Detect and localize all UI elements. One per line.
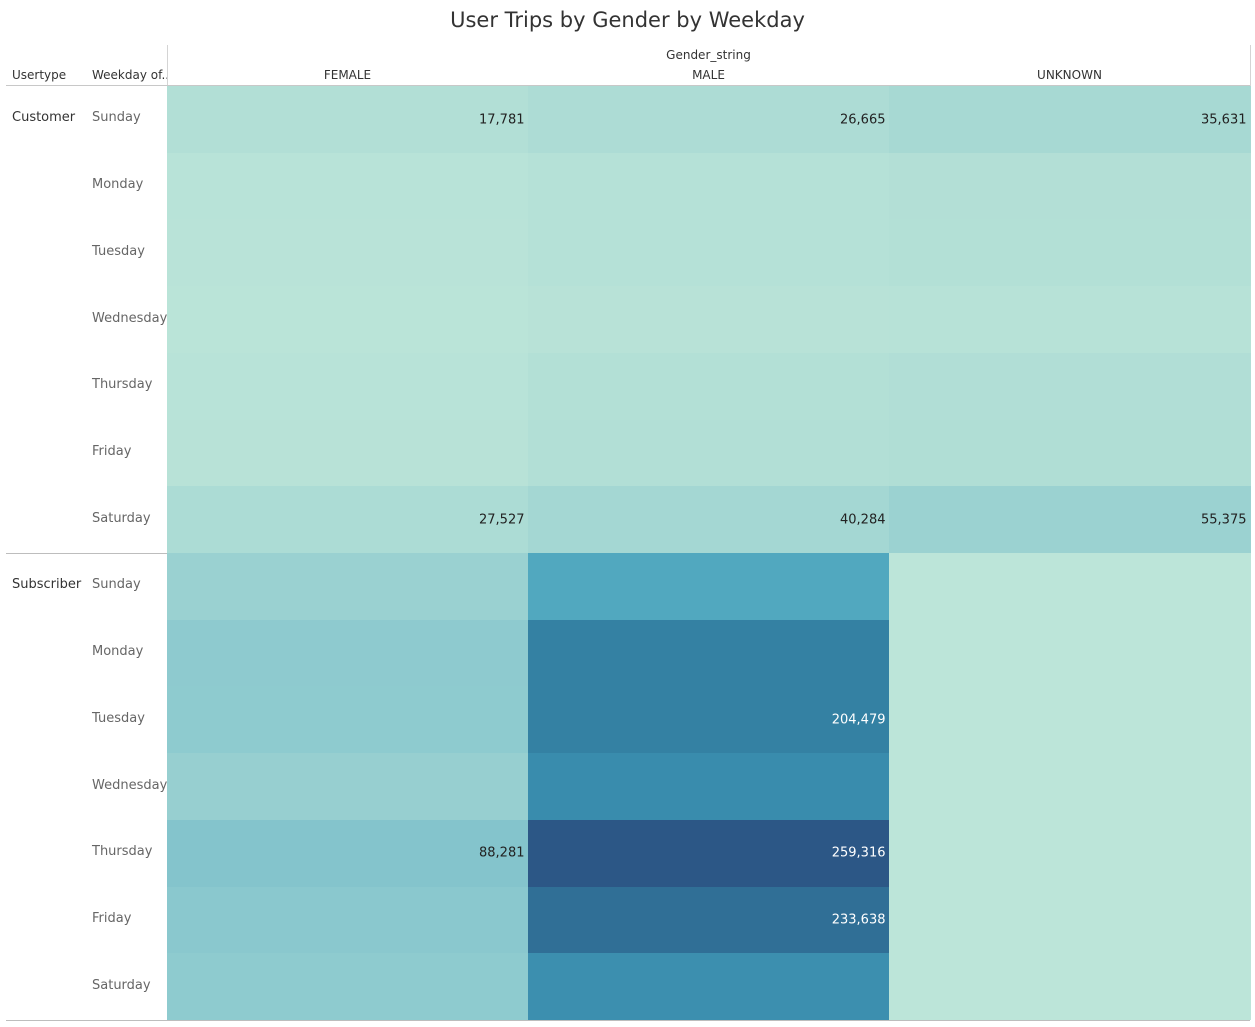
weekday-label[interactable]: Friday xyxy=(92,910,132,926)
heatmap-cell[interactable] xyxy=(528,953,890,1021)
cell-value-label: 27,527 xyxy=(479,512,525,528)
cell-value-label: 40,284 xyxy=(840,512,886,528)
heatmap-cell[interactable] xyxy=(889,753,1251,821)
weekday-label[interactable]: Saturday xyxy=(92,977,151,993)
weekday-label[interactable]: Saturday xyxy=(92,510,151,526)
heatmap-cell[interactable] xyxy=(889,419,1251,487)
column-header-unknown[interactable]: UNKNOWN xyxy=(1037,68,1102,82)
weekday-label[interactable]: Monday xyxy=(92,177,144,193)
heatmap-cell[interactable] xyxy=(889,286,1251,354)
heatmap-cell[interactable] xyxy=(528,152,890,220)
heatmap-cell[interactable] xyxy=(889,686,1251,754)
heatmap-cell[interactable] xyxy=(528,553,890,621)
usertype-label-subscriber[interactable]: Subscriber xyxy=(12,577,82,593)
heatmap-cell[interactable] xyxy=(889,219,1251,287)
heatmap-cell[interactable] xyxy=(167,886,529,954)
heatmap-cell[interactable] xyxy=(528,219,890,287)
heatmap-cell[interactable] xyxy=(889,352,1251,421)
heatmap-cell[interactable] xyxy=(167,753,529,821)
heatmap-cell[interactable] xyxy=(889,953,1251,1021)
cell-value-label: 204,479 xyxy=(831,712,886,728)
heatmap-cell[interactable] xyxy=(528,286,890,354)
heatmap-cell[interactable]: 26,665 xyxy=(528,86,890,154)
heatmap-cell[interactable] xyxy=(889,619,1251,687)
group-separator xyxy=(6,1020,1250,1021)
heatmap-cell[interactable]: 88,281 xyxy=(167,819,529,888)
weekday-label[interactable]: Monday xyxy=(92,644,144,660)
heatmap-cell[interactable]: 259,316 xyxy=(528,819,890,888)
weekday-label[interactable]: Thursday xyxy=(92,844,153,860)
heatmap-cell[interactable] xyxy=(528,419,890,487)
cell-value-label: 26,665 xyxy=(840,112,886,128)
right-border xyxy=(1250,45,1251,86)
heatmap-cell[interactable] xyxy=(889,152,1251,220)
weekday-label[interactable]: Tuesday xyxy=(92,243,145,259)
column-header-female[interactable]: FEMALE xyxy=(323,68,372,82)
weekday-label[interactable]: Friday xyxy=(92,443,132,459)
heatmap-cell[interactable]: 40,284 xyxy=(528,486,890,554)
heatmap-cell[interactable] xyxy=(889,553,1251,621)
weekday-label[interactable]: Wednesday xyxy=(92,777,168,793)
weekday-label[interactable]: Sunday xyxy=(92,577,141,593)
row-field-weekday-header[interactable]: Weekday of.. xyxy=(92,68,170,82)
heatmap-cell[interactable] xyxy=(167,686,529,754)
cell-value-label: 259,316 xyxy=(831,845,886,861)
heatmap-cell[interactable]: 233,638 xyxy=(528,886,890,954)
heatmap-cell[interactable]: 55,375 xyxy=(889,486,1251,554)
column-field-label: Gender_string xyxy=(666,48,751,62)
heatmap-cell[interactable] xyxy=(167,219,529,287)
header-bottom-line xyxy=(6,85,1250,86)
heatmap-cell[interactable]: 35,631 xyxy=(889,86,1251,154)
heatmap-cell[interactable] xyxy=(528,352,890,421)
heatmap-cell[interactable] xyxy=(167,553,529,621)
weekday-label[interactable]: Thursday xyxy=(92,377,153,393)
heatmap-cell[interactable] xyxy=(167,619,529,687)
heatmap-cell[interactable] xyxy=(167,953,529,1021)
cell-value-label: 88,281 xyxy=(479,845,525,861)
cell-value-label: 17,781 xyxy=(479,112,525,128)
heatmap-cell[interactable] xyxy=(889,886,1251,954)
heatmap-cell[interactable] xyxy=(889,819,1251,888)
weekday-label[interactable]: Tuesday xyxy=(92,710,145,726)
row-field-usertype-header[interactable]: Usertype xyxy=(12,68,67,82)
heatmap-cell[interactable] xyxy=(167,419,529,487)
heatmap-cell[interactable] xyxy=(167,152,529,220)
weekday-label[interactable]: Wednesday xyxy=(92,310,168,326)
usertype-label-customer[interactable]: Customer xyxy=(12,110,76,126)
heatmap-cell[interactable] xyxy=(167,352,529,421)
cell-value-label: 35,631 xyxy=(1201,112,1247,128)
heatmap-cell[interactable]: 27,527 xyxy=(167,486,529,554)
column-header-male[interactable]: MALE xyxy=(692,68,725,82)
cell-value-label: 233,638 xyxy=(831,912,886,928)
chart-title: User Trips by Gender by Weekday xyxy=(450,8,805,32)
heatmap-cell[interactable]: 204,479 xyxy=(528,686,890,754)
cell-value-label: 55,375 xyxy=(1201,512,1247,528)
heatmap-cell[interactable] xyxy=(528,619,890,687)
heatmap-cell[interactable]: 17,781 xyxy=(167,86,529,154)
weekday-label[interactable]: Sunday xyxy=(92,110,141,126)
heatmap-cell[interactable] xyxy=(167,286,529,354)
heatmap-cell[interactable] xyxy=(528,753,890,821)
